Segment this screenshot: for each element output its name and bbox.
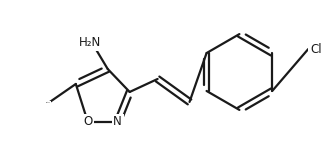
Text: H₂N: H₂N xyxy=(79,36,101,49)
Text: O: O xyxy=(83,115,92,128)
Text: Cl: Cl xyxy=(310,43,322,56)
Text: methyl: methyl xyxy=(45,101,50,103)
Text: N: N xyxy=(113,115,122,128)
